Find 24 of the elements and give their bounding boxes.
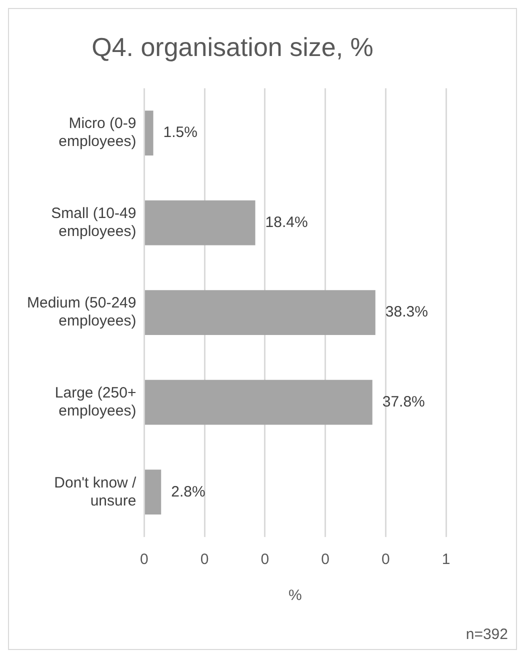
bar bbox=[144, 470, 162, 515]
text: n=392 bbox=[466, 626, 508, 643]
bar bbox=[144, 290, 376, 336]
x-tick-label: 0 bbox=[140, 551, 148, 568]
x-tick-label: 0 bbox=[321, 551, 330, 568]
data-label: 38.3% bbox=[385, 304, 428, 321]
y-tick-label: Large (250+ employees) bbox=[54, 384, 136, 420]
data-label: 18.4% bbox=[265, 214, 308, 231]
x-axis-title: % bbox=[288, 587, 302, 604]
x-tick-label: 1 bbox=[442, 551, 450, 568]
y-tick-label: Medium (50-249 employees) bbox=[27, 294, 136, 330]
bar bbox=[144, 200, 256, 246]
data-label: 1.5% bbox=[163, 124, 198, 142]
data-label: 37.8% bbox=[382, 394, 425, 410]
y-tick-label: Don't know / unsure bbox=[54, 474, 138, 510]
x-tick-label: 0 bbox=[200, 551, 209, 568]
bar bbox=[144, 110, 154, 156]
y-tick-label: Micro (0-9 employees) bbox=[58, 115, 136, 150]
y-tick-label: Small (10-49 employees) bbox=[51, 204, 136, 240]
data-label: 2.8% bbox=[171, 483, 206, 500]
x-tick-label: 0 bbox=[381, 551, 390, 568]
chart-title: Q4. organisation size, % bbox=[92, 32, 374, 62]
bar bbox=[144, 380, 372, 425]
x-tick-label: 0 bbox=[260, 551, 270, 568]
